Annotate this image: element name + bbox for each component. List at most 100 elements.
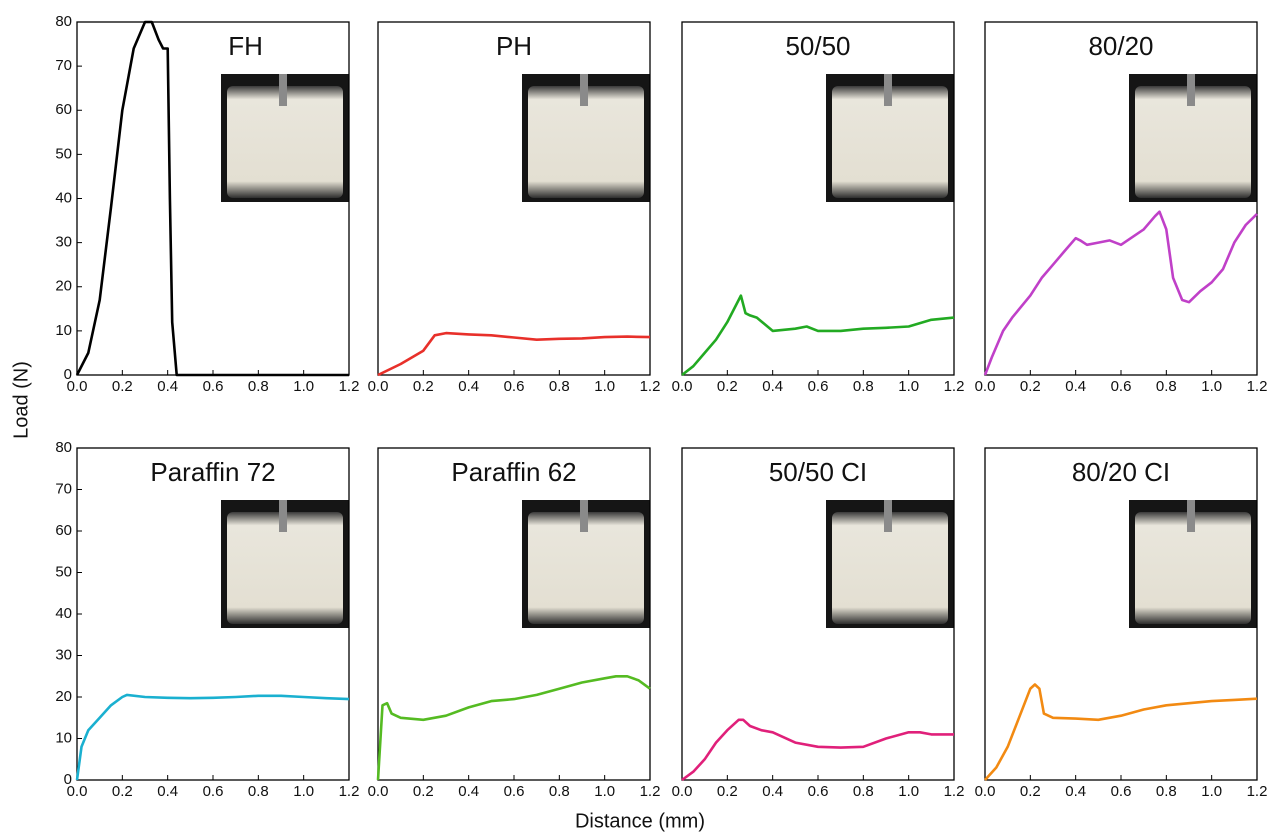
y-tick-label: 60	[55, 522, 72, 539]
x-tick-label: 1.0	[1201, 378, 1222, 395]
x-tick-label: 0.0	[67, 378, 88, 395]
inset-photo-rod	[884, 500, 892, 532]
x-tick-label: 0.8	[1156, 378, 1177, 395]
y-tick-label: 30	[55, 646, 72, 663]
y-tick-label: 70	[55, 57, 72, 74]
x-tick-label: 0.4	[157, 783, 178, 800]
panel: 80/20 0.0 0.2 0.4 0.6 0.8 1.0 1.2	[975, 21, 1268, 395]
panel: Paraffin 62 0.0 0.2 0.4 0.6 0.8 1.0 1.2	[368, 447, 661, 800]
panel-title: 50/50	[785, 31, 850, 61]
data-line	[75, 20, 349, 377]
inset-photo-rod	[1187, 500, 1195, 532]
x-tick-label: 0.2	[112, 783, 133, 800]
y-tick-label: 80	[55, 439, 72, 456]
inset-photo-rod	[279, 500, 287, 532]
inset-photo-block	[832, 512, 948, 624]
panel: 50/50 0.0 0.2 0.4 0.6 0.8 1.0 1.2	[672, 21, 965, 395]
panel-title: Paraffin 72	[150, 457, 275, 487]
x-tick-label: 1.2	[640, 378, 661, 395]
x-tick-label: 0.4	[157, 378, 178, 395]
x-tick-label: 1.0	[594, 378, 615, 395]
x-tick-label: 0.0	[975, 783, 996, 800]
x-tick-label: 1.2	[1247, 783, 1268, 800]
x-axis-label: Distance (mm)	[575, 810, 705, 832]
x-tick-label: 0.2	[112, 378, 133, 395]
x-tick-label: 1.0	[293, 783, 314, 800]
x-tick-label: 0.8	[248, 783, 269, 800]
x-tick-label: 0.2	[1020, 378, 1041, 395]
y-tick-label: 0	[64, 366, 72, 383]
x-tick-label: 0.6	[1111, 783, 1132, 800]
y-tick-label: 20	[55, 278, 72, 295]
x-tick-label: 0.6	[504, 783, 525, 800]
panel-title: 80/20 CI	[1072, 457, 1170, 487]
panel-title: PH	[496, 31, 532, 61]
inset-photo-block	[1135, 512, 1251, 624]
y-tick-label: 30	[55, 234, 72, 251]
inset-photo-block	[227, 86, 343, 198]
x-tick-label: 1.2	[944, 783, 965, 800]
x-tick-label: 0.4	[762, 378, 783, 395]
y-tick-label: 70	[55, 480, 72, 497]
data-line	[983, 210, 1258, 376]
x-tick-label: 0.4	[1065, 783, 1086, 800]
x-tick-label: 0.8	[1156, 783, 1177, 800]
inset-photo-block	[227, 512, 343, 624]
x-tick-label: 0.6	[808, 783, 829, 800]
y-tick-label: 40	[55, 189, 72, 206]
data-line	[376, 675, 651, 781]
x-tick-label: 1.2	[1247, 378, 1268, 395]
x-tick-label: 0.0	[975, 378, 996, 395]
x-tick-label: 0.4	[458, 783, 479, 800]
inset-photo-block	[1135, 86, 1251, 198]
x-tick-label: 0.8	[549, 378, 570, 395]
x-tick-label: 0.0	[368, 783, 389, 800]
inset-photo-rod	[580, 500, 588, 532]
panel: FH 0.0 0.2 0.4 0.6 0.8 1.0 1.2 0 10 20 30 40 50 60 70 80	[55, 13, 359, 395]
panel-title: 50/50 CI	[769, 457, 867, 487]
x-tick-label: 1.0	[898, 783, 919, 800]
x-tick-label: 0.8	[853, 378, 874, 395]
data-line	[681, 294, 955, 377]
y-tick-label: 20	[55, 688, 72, 705]
x-tick-label: 0.0	[672, 378, 693, 395]
y-tick-label: 0	[64, 771, 72, 788]
panel-title: Paraffin 62	[451, 457, 576, 487]
x-tick-label: 0.2	[413, 378, 434, 395]
x-tick-label: 0.6	[203, 783, 224, 800]
x-tick-label: 0.4	[762, 783, 783, 800]
x-tick-label: 0.2	[717, 378, 738, 395]
panel: PH 0.0 0.2 0.4 0.6 0.8 1.0 1.2	[368, 21, 661, 395]
y-tick-label: 10	[55, 729, 72, 746]
x-tick-label: 0.6	[504, 378, 525, 395]
x-tick-label: 1.0	[293, 378, 314, 395]
x-tick-label: 1.0	[1201, 783, 1222, 800]
x-tick-label: 0.2	[717, 783, 738, 800]
x-tick-label: 1.2	[944, 378, 965, 395]
x-tick-label: 1.2	[640, 783, 661, 800]
panel-title: FH	[228, 31, 263, 61]
x-tick-label: 0.2	[1020, 783, 1041, 800]
x-tick-label: 0.8	[549, 783, 570, 800]
panel: Paraffin 72 0.0 0.2 0.4 0.6 0.8 1.0 1.2 0 10 20 30 4…	[55, 439, 359, 800]
data-line	[75, 693, 350, 781]
x-tick-label: 1.0	[594, 783, 615, 800]
x-tick-label: 0.8	[853, 783, 874, 800]
inset-photo-rod	[1187, 74, 1195, 106]
x-tick-label: 1.2	[339, 378, 360, 395]
inset-photo-rod	[580, 74, 588, 106]
x-tick-label: 0.4	[1065, 378, 1086, 395]
x-tick-label: 1.2	[339, 783, 360, 800]
x-tick-label: 0.6	[203, 378, 224, 395]
x-tick-label: 0.8	[248, 378, 269, 395]
x-tick-label: 0.0	[672, 783, 693, 800]
x-tick-label: 0.0	[67, 783, 88, 800]
inset-photo-rod	[279, 74, 287, 106]
x-tick-label: 0.6	[1111, 378, 1132, 395]
data-line	[377, 331, 651, 377]
x-tick-label: 0.6	[808, 378, 829, 395]
y-tick-label: 80	[55, 13, 72, 30]
panel-title: 80/20	[1088, 31, 1153, 61]
panel: 50/50 CI 0.0 0.2 0.4 0.6 0.8 1.0 1.2	[672, 447, 965, 800]
